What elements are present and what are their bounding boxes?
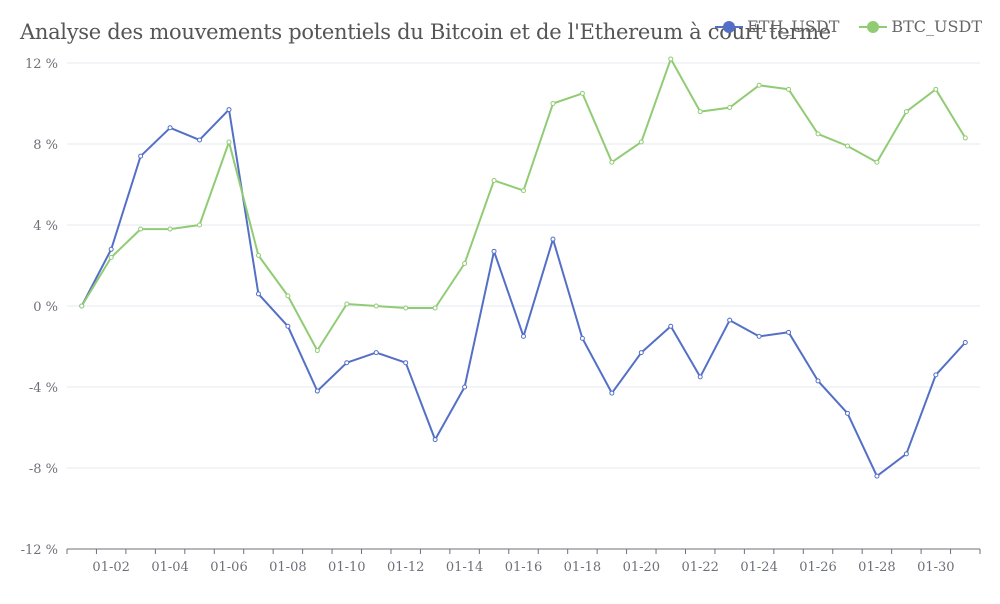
legend-label: BTC_USDT <box>891 17 982 36</box>
series-line-eth_usdt <box>80 108 967 478</box>
data-point <box>727 317 733 323</box>
series-line-btc_usdt <box>80 57 967 352</box>
data-point <box>521 188 526 194</box>
y-tick-label: 8 % <box>33 138 58 153</box>
legend-swatch <box>715 20 744 34</box>
data-point <box>874 159 880 165</box>
chart-title: Analyse des mouvements potentiels du Bit… <box>20 20 831 44</box>
legend-item-eth_usdt[interactable]: ETH_USDT <box>715 17 839 36</box>
x-tick-label: 01-08 <box>269 560 306 575</box>
data-point <box>697 374 703 380</box>
legend-swatch <box>859 20 888 34</box>
data-point <box>962 135 968 141</box>
x-tick-label: 01-06 <box>210 560 247 575</box>
data-point <box>756 82 762 88</box>
data-point <box>285 293 291 299</box>
data-point <box>314 388 320 394</box>
data-point <box>550 236 556 242</box>
data-point <box>638 350 644 356</box>
data-point <box>609 390 615 396</box>
y-tick-label: 12 % <box>25 57 58 72</box>
data-point <box>344 301 350 307</box>
data-point <box>903 451 909 457</box>
legend-label: ETH_USDT <box>747 17 840 36</box>
x-tick-label: 01-30 <box>917 560 954 575</box>
data-point <box>491 177 497 183</box>
data-point <box>491 248 497 254</box>
x-tick-label: 01-26 <box>799 560 836 575</box>
y-tick-label: -4 % <box>29 381 58 396</box>
x-tick-label: 01-24 <box>740 560 777 575</box>
y-tick-label: -8 % <box>29 462 58 477</box>
x-tick-label: 01-20 <box>623 560 660 575</box>
data-point <box>167 226 173 232</box>
data-point <box>432 305 438 311</box>
x-tick-label: 01-10 <box>328 560 365 575</box>
data-point <box>962 339 968 345</box>
x-tick-label: 01-16 <box>505 560 542 575</box>
data-point <box>373 350 379 356</box>
data-point <box>697 109 703 115</box>
data-point <box>668 323 674 329</box>
data-point <box>344 360 350 366</box>
data-point <box>579 335 585 341</box>
data-point <box>815 131 821 137</box>
data-point <box>638 139 644 145</box>
data-point <box>933 372 939 378</box>
data-point <box>138 226 144 232</box>
data-point <box>815 378 821 384</box>
data-point <box>226 139 232 145</box>
data-point <box>521 333 526 339</box>
data-point <box>903 109 909 115</box>
x-tick-label: 01-12 <box>387 560 424 575</box>
data-point <box>197 137 203 143</box>
data-point <box>255 291 261 297</box>
data-point <box>255 252 261 258</box>
data-point <box>933 86 939 92</box>
data-point <box>138 153 144 159</box>
data-point <box>462 260 468 266</box>
x-tick-label: 01-04 <box>151 560 188 575</box>
legend: ETH_USDT BTC_USDT <box>715 17 982 36</box>
data-point <box>727 105 733 111</box>
x-tick-label: 01-02 <box>92 560 129 575</box>
data-point <box>432 437 438 443</box>
data-point <box>403 360 409 366</box>
data-point <box>786 86 792 92</box>
data-point <box>373 303 379 309</box>
data-point <box>197 222 203 228</box>
data-point <box>874 473 880 479</box>
x-tick-label: 01-22 <box>681 560 718 575</box>
y-tick-label: 4 % <box>33 219 58 234</box>
data-point <box>167 125 173 131</box>
x-tick-label: 01-28 <box>858 560 895 575</box>
data-point <box>756 333 762 339</box>
data-point <box>550 101 556 106</box>
data-point <box>579 90 585 96</box>
legend-item-btc_usdt[interactable]: BTC_USDT <box>859 17 982 36</box>
x-tick-label: 01-14 <box>446 560 483 575</box>
y-tick-label: -12 % <box>21 543 58 558</box>
data-point <box>226 107 232 113</box>
data-point <box>79 303 85 309</box>
data-point <box>609 159 615 165</box>
data-point <box>403 305 409 311</box>
data-point <box>668 56 674 62</box>
x-tick-label: 01-18 <box>564 560 601 575</box>
data-point <box>314 348 320 354</box>
data-point <box>108 254 114 260</box>
data-point <box>285 323 291 329</box>
data-point <box>844 143 850 149</box>
data-point <box>462 384 468 390</box>
y-tick-label: 0 % <box>33 300 58 315</box>
data-point <box>786 329 792 335</box>
data-point <box>108 246 114 252</box>
data-point <box>844 410 850 416</box>
